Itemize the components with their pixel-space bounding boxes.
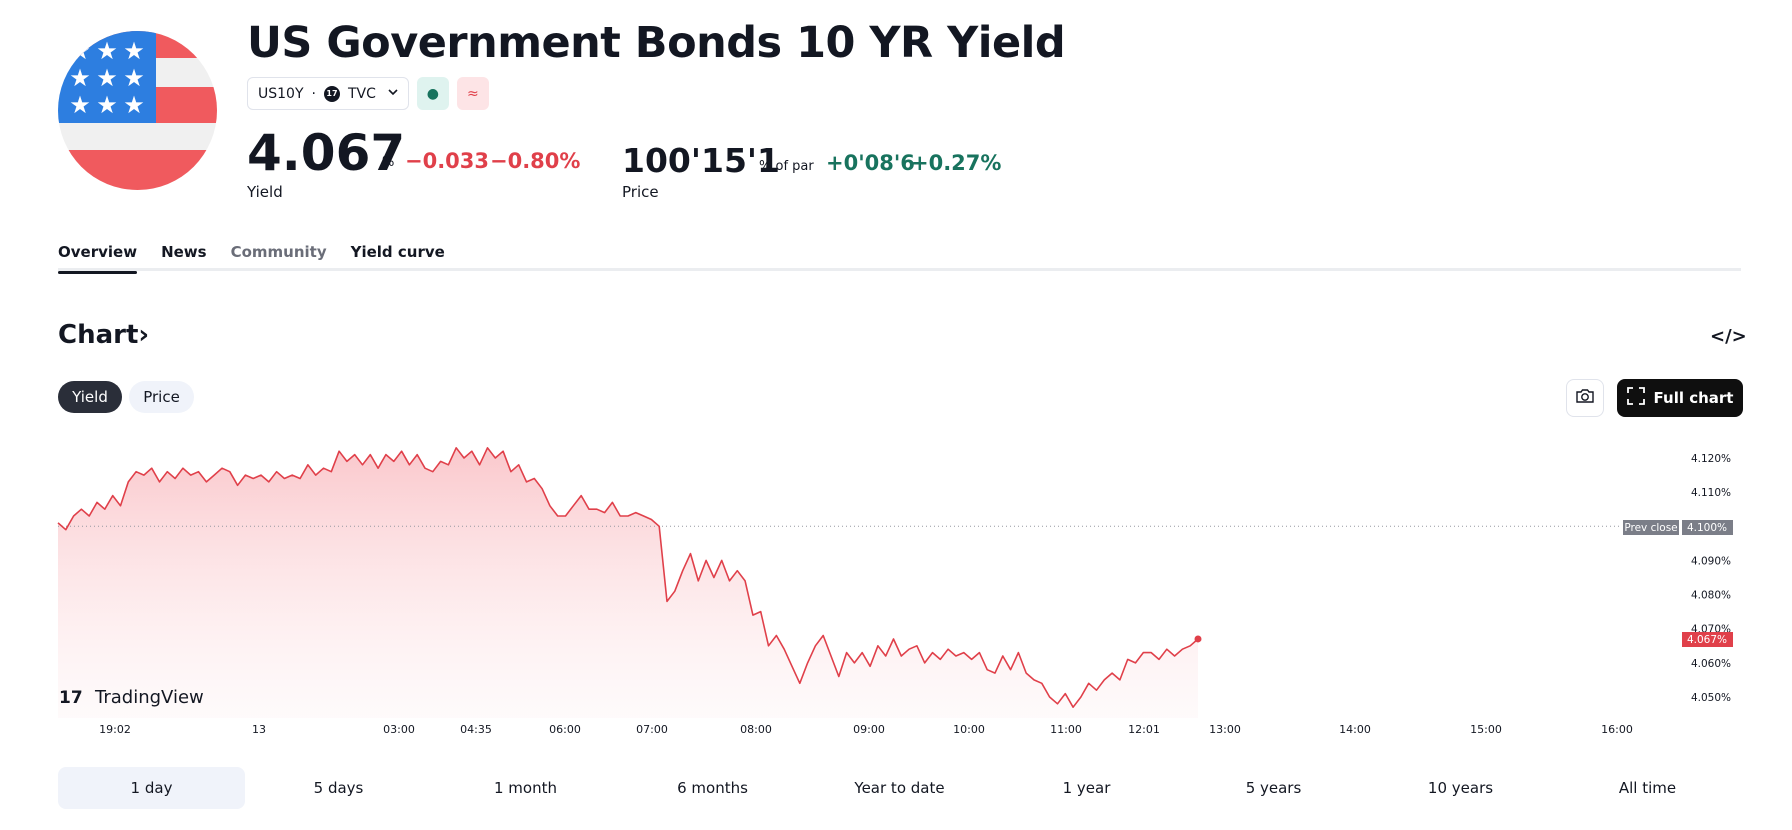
full-chart-button[interactable]: Full chart <box>1617 379 1743 417</box>
y-axis: 4.120% 4.110% 4.090% 4.080% 4.070% 4.060% 4.05… <box>1691 453 1731 704</box>
tradingview-logo-icon: 17 <box>59 688 83 708</box>
x-axis: 19:02 13 03:00 04:35 06:00 07:00 08:00 09:00 10:… <box>99 723 1633 736</box>
range-5-years[interactable]: 5 years <box>1245 779 1302 797</box>
x-tick-label: 15:00 <box>1470 723 1502 736</box>
tradingview-logo: 17 TradingView <box>59 687 204 708</box>
y-tick-label: 4.120% <box>1691 453 1731 465</box>
svg-text:★: ★ <box>69 37 91 65</box>
range-5-days[interactable]: 5 days <box>313 779 364 797</box>
yield-line <box>57 447 1199 708</box>
svg-text:★: ★ <box>123 64 145 92</box>
x-tick-label: 13 <box>252 723 266 736</box>
price-label: Price <box>622 183 659 201</box>
range-1-day[interactable]: 1 day <box>58 767 245 809</box>
us-flag-icon: ★ ★ ★ ★ ★ ★ ★ ★ ★ <box>58 31 217 190</box>
range-selector: 1 day 5 days 1 month 6 months Year to date 1 … <box>58 767 1741 809</box>
last-value-label: 4.067% <box>1687 634 1727 646</box>
prev-close-badge: Prev close 4.100% <box>1623 520 1733 535</box>
x-tick-label: 12:01 <box>1128 723 1160 736</box>
price-unit: % of par <box>759 159 814 174</box>
price-value: 100'15'1 <box>622 141 780 180</box>
y-tick-label: 4.080% <box>1691 590 1731 602</box>
svg-text:★: ★ <box>69 91 91 119</box>
range-year-to-date[interactable]: Year to date <box>854 779 945 797</box>
range-all-time[interactable]: All time <box>1618 779 1677 797</box>
x-tick-label: 03:00 <box>383 723 415 736</box>
tradingview-badge-icon: 17 <box>323 85 340 102</box>
range-10-years[interactable]: 10 years <box>1427 779 1494 797</box>
yield-change: −0.033 <box>405 149 490 173</box>
price-change: +0'08'6 <box>826 151 915 175</box>
range-1-year[interactable]: 1 year <box>1062 779 1111 797</box>
x-tick-label: 11:00 <box>1050 723 1082 736</box>
prev-close-value: 4.100% <box>1687 522 1727 534</box>
tab-community[interactable]: Community <box>230 243 327 261</box>
chart-heading-link[interactable]: Chart› <box>58 320 149 350</box>
price-change-percent: +0.27% <box>911 151 1002 175</box>
symbol-selector[interactable]: US10Y · 17 TVC <box>247 77 409 110</box>
x-tick-label: 07:00 <box>636 723 668 736</box>
y-tick-label: 4.070% <box>1691 624 1731 636</box>
page-title: US Government Bonds 10 YR Yield <box>247 18 1066 68</box>
svg-text:★: ★ <box>69 64 91 92</box>
exchange-label: TVC <box>347 85 376 102</box>
svg-text:★: ★ <box>96 91 118 119</box>
tab-news[interactable]: News <box>161 243 207 261</box>
snapshot-button[interactable] <box>1566 379 1604 417</box>
y-tick-label: 4.090% <box>1691 555 1731 567</box>
x-tick-label: 10:00 <box>953 723 985 736</box>
x-tick-label: 09:00 <box>853 723 885 736</box>
yield-area-fill <box>58 447 1198 718</box>
x-tick-label: 19:02 <box>99 723 131 736</box>
y-tick-label: 4.050% <box>1691 692 1731 704</box>
yield-value: 4.067 <box>247 124 406 182</box>
svg-text:★: ★ <box>96 37 118 65</box>
x-tick-label: 14:00 <box>1339 723 1371 736</box>
yield-unit: % <box>382 155 395 170</box>
range-6-months[interactable]: 6 months <box>677 779 748 797</box>
market-open-status-icon[interactable]: ● <box>416 77 449 110</box>
yield-label: Yield <box>247 183 283 201</box>
embed-code-icon[interactable]: </> <box>1710 326 1747 347</box>
y-tick-label: 4.110% <box>1691 487 1731 499</box>
yield-toggle-button[interactable]: Yield <box>58 381 122 413</box>
x-tick-label: 08:00 <box>740 723 772 736</box>
y-tick-label: 4.060% <box>1691 658 1731 670</box>
x-tick-label: 13:00 <box>1209 723 1241 736</box>
symbol-label: US10Y <box>258 85 304 102</box>
chevron-right-icon: › <box>138 320 150 350</box>
prev-close-label: Prev close <box>1624 522 1677 534</box>
range-1-month[interactable]: 1 month <box>494 779 557 797</box>
svg-text:★: ★ <box>96 64 118 92</box>
symbol-separator: · <box>311 85 316 102</box>
yield-change-percent: −0.80% <box>490 149 581 173</box>
camera-icon <box>1575 388 1595 408</box>
svg-text:★: ★ <box>123 91 145 119</box>
last-price-dot <box>1194 635 1202 643</box>
full-chart-label: Full chart <box>1653 389 1734 407</box>
last-value-badge: 4.067% <box>1682 632 1733 647</box>
x-tick-label: 04:35 <box>460 723 492 736</box>
price-toggle-button[interactable]: Price <box>129 381 194 413</box>
symbol-chip-row: US10Y · 17 TVC ● ≈ <box>247 77 489 110</box>
svg-text:★: ★ <box>123 37 145 65</box>
x-tick-label: 16:00 <box>1601 723 1633 736</box>
chevron-down-icon <box>388 88 398 99</box>
tab-yield-curve[interactable]: Yield curve <box>350 243 445 261</box>
section-tabs: Overview News Community Yield curve <box>58 243 1741 274</box>
delayed-data-icon[interactable]: ≈ <box>456 77 489 110</box>
tradingview-brand: TradingView <box>94 687 204 708</box>
fullscreen-icon <box>1626 387 1645 409</box>
x-tick-label: 06:00 <box>549 723 581 736</box>
chart-heading-text: Chart <box>58 320 139 350</box>
tab-overview[interactable]: Overview <box>58 243 138 274</box>
